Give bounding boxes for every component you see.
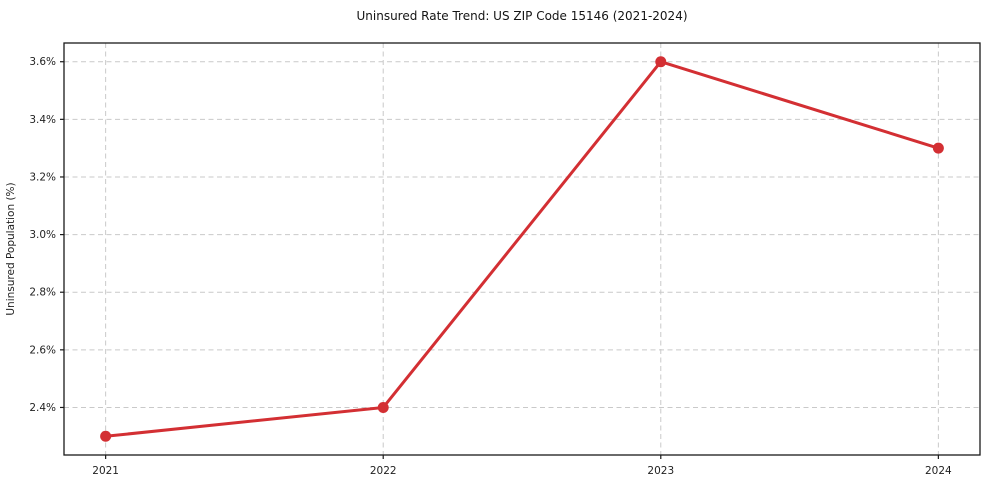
x-tick-label: 2024 — [925, 465, 952, 477]
y-tick-label: 3.2% — [29, 171, 56, 183]
data-point — [655, 56, 667, 68]
data-point — [932, 142, 944, 154]
x-tick-label: 2021 — [92, 465, 119, 477]
y-tick-label: 2.4% — [29, 402, 56, 414]
y-tick-label: 3.4% — [29, 114, 56, 126]
data-point — [100, 430, 112, 442]
plot-border — [63, 42, 981, 456]
x-tick-label: 2022 — [370, 465, 397, 477]
y-tick-label: 2.6% — [29, 344, 56, 356]
x-tick-label: 2023 — [647, 465, 674, 477]
data-point — [377, 401, 389, 413]
trend-line — [104, 60, 940, 438]
chart-title: Uninsured Rate Trend: US ZIP Code 15146 … — [356, 9, 688, 23]
y-tick-label: 2.8% — [29, 287, 56, 299]
y-axis-label: Uninsured Population (%) — [5, 182, 17, 315]
y-tick-label: 3.0% — [29, 229, 56, 241]
y-tick-label: 3.6% — [29, 56, 56, 68]
